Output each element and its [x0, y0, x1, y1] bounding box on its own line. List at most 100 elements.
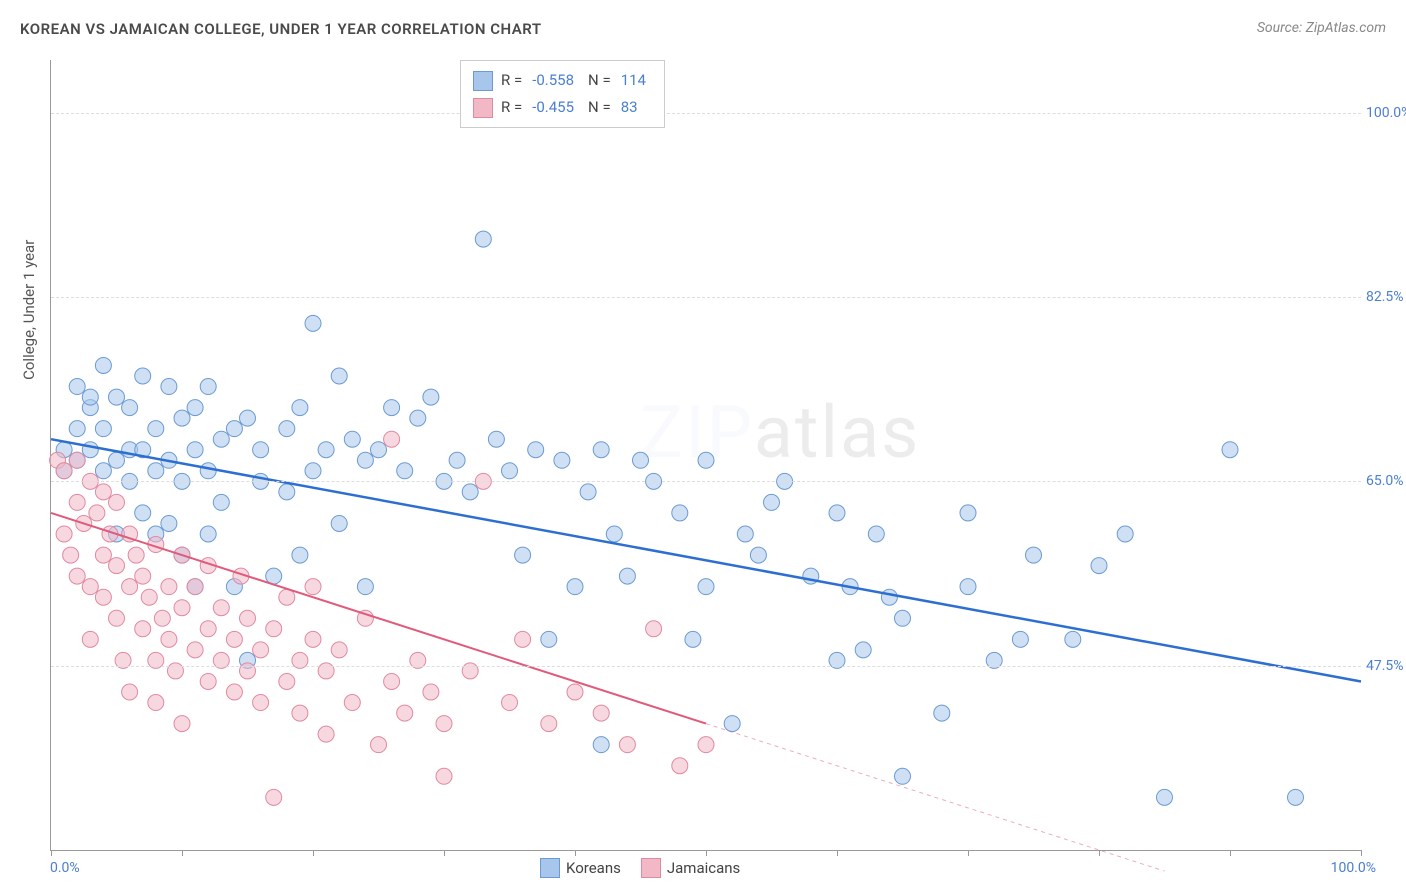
scatter-point	[200, 463, 216, 479]
x-tick	[575, 850, 576, 856]
scatter-point	[109, 610, 125, 626]
legend-label: Koreans	[566, 859, 621, 877]
scatter-point	[1157, 789, 1173, 805]
series-legend: Koreans Jamaicans	[540, 858, 740, 878]
scatter-point	[397, 705, 413, 721]
scatter-point	[1117, 526, 1133, 542]
x-tick	[51, 850, 52, 856]
scatter-point	[213, 494, 229, 510]
trend-line	[51, 513, 706, 724]
scatter-point	[567, 684, 583, 700]
scatter-point	[724, 716, 740, 732]
scatter-point	[960, 505, 976, 521]
x-tick	[1230, 850, 1231, 856]
gridline	[51, 481, 1361, 482]
scatter-point	[161, 379, 177, 395]
scatter-point	[109, 494, 125, 510]
scatter-point	[135, 568, 151, 584]
scatter-point	[449, 452, 465, 468]
x-tick	[968, 850, 969, 856]
scatter-point	[423, 389, 439, 405]
scatter-point	[95, 484, 111, 500]
chart-plot-area: 47.5%65.0%82.5%100.0%	[50, 60, 1361, 851]
scatter-point	[135, 368, 151, 384]
scatter-point	[318, 442, 334, 458]
scatter-point	[292, 400, 308, 416]
scatter-point	[502, 695, 518, 711]
legend-r-value: -0.558	[532, 67, 574, 94]
x-tick	[182, 850, 183, 856]
scatter-point	[141, 589, 157, 605]
scatter-point	[698, 452, 714, 468]
x-axis-min-label: 0.0%	[50, 860, 80, 876]
scatter-point	[69, 379, 85, 395]
scatter-point	[266, 789, 282, 805]
scatter-point	[357, 579, 373, 595]
scatter-point	[357, 452, 373, 468]
scatter-point	[187, 442, 203, 458]
scatter-point	[200, 379, 216, 395]
legend-label: Jamaicans	[667, 859, 740, 877]
scatter-point	[672, 505, 688, 521]
scatter-point	[344, 695, 360, 711]
scatter-point	[279, 421, 295, 437]
trend-line	[51, 439, 1361, 681]
scatter-point	[331, 642, 347, 658]
legend-r-label: R =	[501, 67, 522, 94]
scatter-point	[69, 421, 85, 437]
legend-n-value: 114	[621, 67, 646, 94]
scatter-point	[462, 484, 478, 500]
correlation-legend: R =-0.558N =114R =-0.455N =83	[460, 60, 665, 128]
scatter-point	[95, 357, 111, 373]
scatter-point	[82, 442, 98, 458]
scatter-point	[56, 526, 72, 542]
x-tick	[1361, 850, 1362, 856]
scatter-point	[240, 610, 256, 626]
scatter-point	[226, 684, 242, 700]
scatter-point	[226, 631, 242, 647]
scatter-point	[764, 494, 780, 510]
scatter-point	[1012, 631, 1028, 647]
y-tick-label: 65.0%	[1366, 473, 1406, 489]
gridline	[51, 297, 1361, 298]
trend-line-extrapolated	[706, 724, 1165, 871]
scatter-point	[829, 505, 845, 521]
scatter-point	[344, 431, 360, 447]
x-tick	[313, 850, 314, 856]
scatter-point	[397, 463, 413, 479]
scatter-point	[475, 231, 491, 247]
scatter-point	[200, 526, 216, 542]
scatter-point	[410, 410, 426, 426]
scatter-point	[200, 621, 216, 637]
scatter-point	[69, 494, 85, 510]
scatter-point	[95, 421, 111, 437]
scatter-point	[135, 505, 151, 521]
x-tick	[706, 850, 707, 856]
scatter-point	[122, 684, 138, 700]
scatter-point	[109, 558, 125, 574]
scatter-point	[266, 621, 282, 637]
scatter-point	[502, 463, 518, 479]
scatter-point	[174, 600, 190, 616]
scatter-point	[646, 621, 662, 637]
scatter-point	[187, 579, 203, 595]
scatter-point	[213, 431, 229, 447]
scatter-point	[541, 631, 557, 647]
scatter-point	[934, 705, 950, 721]
scatter-point	[895, 768, 911, 784]
scatter-point	[855, 642, 871, 658]
scatter-point	[515, 547, 531, 563]
scatter-point	[593, 705, 609, 721]
scatter-point	[1026, 547, 1042, 563]
scatter-point	[161, 579, 177, 595]
scatter-point	[436, 768, 452, 784]
scatter-point	[331, 515, 347, 531]
scatter-point	[1065, 631, 1081, 647]
legend-r-label: R =	[501, 94, 522, 121]
scatter-point	[633, 452, 649, 468]
scatter-point	[174, 716, 190, 732]
x-tick	[1099, 850, 1100, 856]
scatter-point	[436, 716, 452, 732]
legend-n-value: 83	[621, 94, 638, 121]
scatter-point	[384, 400, 400, 416]
